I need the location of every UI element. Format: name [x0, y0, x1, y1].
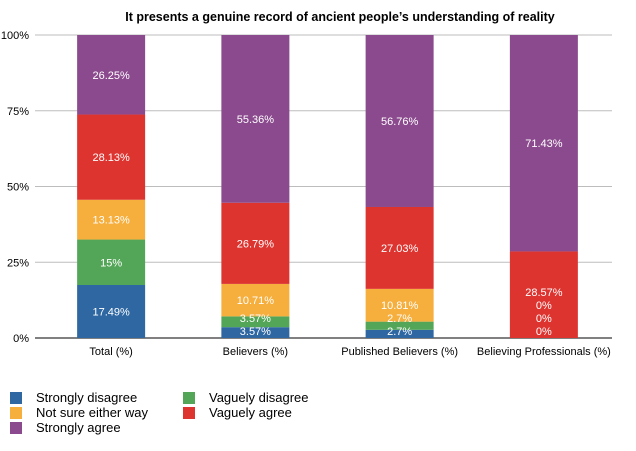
- bar-segment: [221, 35, 290, 203]
- legend-item: Vaguely disagree: [183, 390, 309, 405]
- data-label: 71.43%: [525, 138, 563, 150]
- bar-segment: [365, 321, 434, 330]
- data-label: 3.57%: [240, 326, 271, 338]
- data-label: 0%: [536, 313, 552, 325]
- legend-item: Strongly disagree: [10, 390, 137, 405]
- data-label: 55.36%: [237, 114, 275, 126]
- bar-segment: [365, 288, 434, 322]
- bar-segment: [221, 202, 290, 284]
- data-label: 0%: [536, 300, 552, 312]
- data-label: 17.49%: [92, 307, 130, 319]
- x-category-label: Believing Professionals (%): [477, 346, 611, 358]
- legend-item: Strongly agree: [10, 420, 121, 435]
- y-tick-label: 50%: [7, 182, 29, 194]
- legend-swatch: [10, 421, 22, 434]
- x-category-label: Total (%): [89, 346, 132, 358]
- y-tick-label: 100%: [1, 30, 29, 42]
- bar-segment: [365, 35, 434, 207]
- data-label: 0%: [536, 326, 552, 338]
- data-label: 26.25%: [92, 70, 130, 82]
- y-tick-label: 25%: [7, 257, 29, 269]
- bar-segment: [221, 283, 290, 317]
- bar-segment: [77, 114, 146, 200]
- legend-label: Vaguely agree: [209, 405, 292, 420]
- bar-segment: [77, 199, 146, 240]
- data-label: 56.76%: [381, 116, 419, 128]
- chart-title: It presents a genuine record of ancient …: [125, 10, 555, 24]
- x-category-label: Believers (%): [223, 346, 288, 358]
- data-label: 28.57%: [525, 287, 563, 299]
- data-label: 28.13%: [92, 152, 130, 164]
- legend-label: Vaguely disagree: [209, 390, 309, 405]
- legend-swatch: [183, 391, 195, 404]
- legend-item: Not sure either way: [10, 405, 148, 420]
- legend-item: Vaguely agree: [183, 405, 292, 420]
- bar-segment: [509, 251, 578, 338]
- x-category-label: Published Believers (%): [341, 346, 458, 358]
- data-label: 2.7%: [387, 326, 412, 338]
- legend-swatch: [10, 406, 22, 419]
- legend-swatch: [183, 406, 195, 419]
- bar-segment: [77, 285, 146, 338]
- legend-label: Strongly disagree: [36, 390, 138, 405]
- bar-segment: [509, 35, 578, 252]
- bar-segment: [77, 239, 146, 286]
- y-tick-label: 75%: [7, 106, 29, 118]
- data-label: 10.81%: [381, 300, 419, 312]
- bar-segment: [365, 329, 434, 338]
- data-label: 27.03%: [381, 243, 419, 255]
- data-label: 15%: [100, 257, 122, 269]
- legend-label: Strongly agree: [36, 420, 121, 435]
- bar-segment: [365, 206, 434, 289]
- data-label: 3.57%: [240, 313, 271, 325]
- legend-swatch: [10, 391, 22, 404]
- bar-segment: [221, 316, 290, 328]
- bar-segment: [77, 35, 146, 115]
- data-label: 26.79%: [237, 238, 275, 250]
- data-label: 13.13%: [92, 215, 130, 227]
- data-label: 2.7%: [387, 313, 412, 325]
- y-tick-label: 0%: [13, 333, 29, 345]
- data-label: 10.71%: [237, 295, 275, 307]
- bar-segment: [221, 327, 290, 338]
- legend-label: Not sure either way: [36, 405, 148, 420]
